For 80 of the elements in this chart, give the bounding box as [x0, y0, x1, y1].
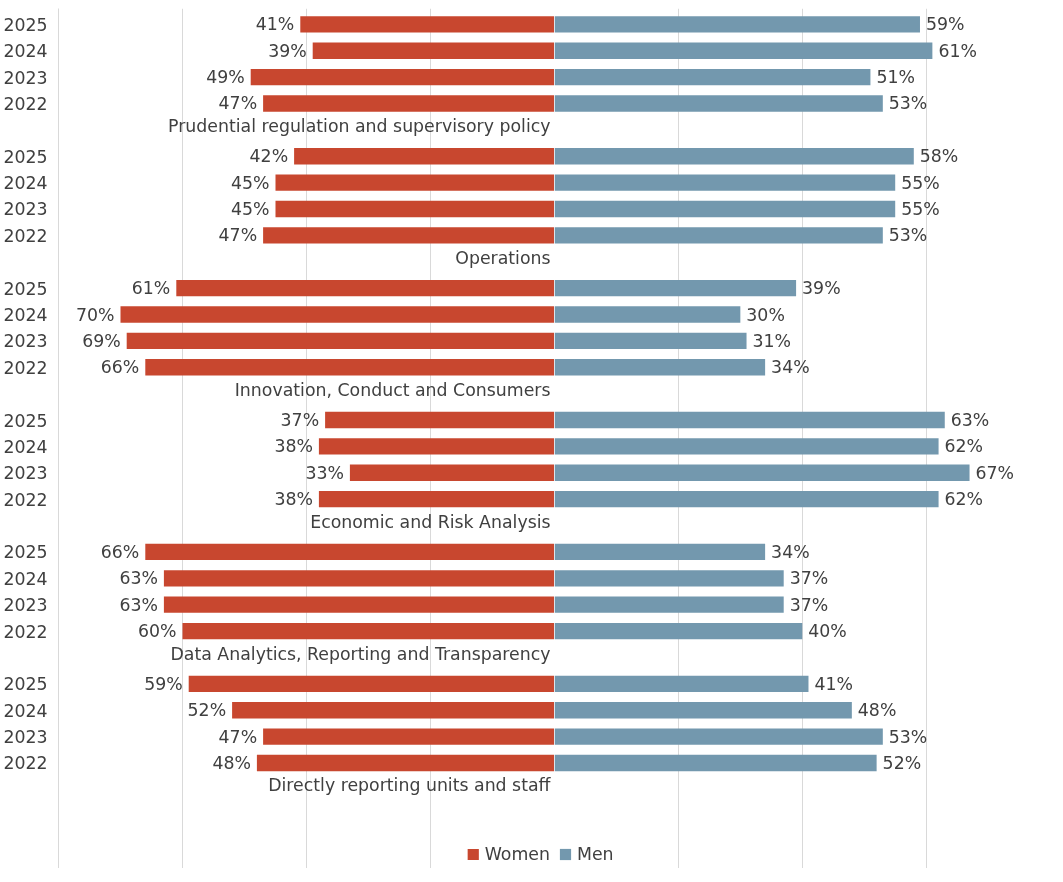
data-label: 40% — [808, 621, 847, 642]
data-label: 59% — [925, 14, 965, 35]
data-label: 66% — [100, 357, 140, 378]
data-label: 53% — [888, 225, 928, 246]
y-tick-label: 2023 — [3, 727, 48, 748]
data-label: 62% — [944, 436, 984, 457]
data-label: 51% — [876, 67, 915, 88]
data-label: 63% — [950, 410, 990, 431]
data-label: 42% — [249, 146, 289, 167]
y-tick-label: 2023 — [3, 331, 48, 352]
annotation: Economic and Risk Analysis — [310, 511, 551, 532]
data-label: 55% — [901, 198, 940, 219]
y-tick-label: 2024 — [3, 173, 48, 194]
data-label: 37% — [789, 594, 829, 615]
y-tick-label: 2024 — [3, 436, 48, 457]
data-label: 69% — [82, 330, 121, 351]
data-label: 47% — [218, 93, 258, 114]
data-label: 48% — [212, 752, 251, 773]
data-label: 67% — [975, 462, 1015, 483]
y-tick-label: 2022 — [3, 357, 48, 378]
data-label: 62% — [944, 489, 984, 510]
annotation: Prudential regulation and supervisory policy — [168, 115, 551, 136]
data-label: 34% — [771, 541, 810, 562]
annotation: Innovation, Conduct and Consumers — [234, 379, 551, 400]
data-label: 38% — [274, 489, 313, 510]
data-label: 33% — [305, 462, 344, 483]
y-tick-label: 2023 — [3, 67, 48, 88]
y-tick-label: 2022 — [3, 93, 48, 114]
legend-label: Women — [484, 844, 550, 864]
y-tick-label: 2022 — [3, 489, 48, 510]
data-label: 48% — [857, 700, 897, 721]
y-tick-label: 2025 — [3, 278, 48, 299]
legend-label: Men — [577, 844, 614, 864]
y-tick-label: 2024 — [3, 700, 48, 721]
data-label: 60% — [137, 621, 177, 642]
y-tick-label: 2024 — [3, 305, 48, 326]
data-label: 61% — [131, 278, 171, 299]
data-label: 37% — [280, 410, 320, 431]
y-tick-label: 2025 — [3, 674, 48, 695]
y-tick-label: 2022 — [3, 621, 48, 642]
data-label: 47% — [218, 726, 258, 747]
data-label: 41% — [814, 673, 853, 694]
data-label: 39% — [802, 278, 841, 299]
annotation: Data Analytics, Reporting and Transparency — [170, 643, 551, 664]
data-label: 58% — [919, 146, 959, 167]
y-tick-label: 2023 — [3, 595, 48, 616]
data-label: 55% — [901, 172, 940, 193]
data-label: 52% — [187, 700, 227, 721]
y-tick-label: 2023 — [3, 463, 48, 484]
data-label: 39% — [268, 40, 307, 61]
y-tick-label: 2024 — [3, 568, 48, 589]
y-tick-label: 2025 — [3, 146, 48, 167]
data-label: 45% — [230, 198, 270, 219]
data-label: 63% — [119, 594, 158, 615]
data-label: 30% — [746, 304, 785, 325]
y-tick-label: 2025 — [3, 14, 48, 35]
data-label: 41% — [255, 14, 295, 35]
data-label: 70% — [75, 304, 115, 325]
data-label: 53% — [888, 93, 928, 114]
data-label: 53% — [888, 726, 928, 747]
y-tick-label: 2024 — [3, 41, 48, 62]
annotation: Operations — [455, 247, 551, 268]
y-tick-label: 2022 — [3, 753, 48, 774]
data-label: 37% — [789, 568, 829, 589]
y-tick-label: 2025 — [3, 542, 48, 563]
data-label: 38% — [274, 436, 313, 457]
data-label: 63% — [119, 568, 158, 589]
data-label: 66% — [100, 541, 140, 562]
data-label: 47% — [218, 225, 258, 246]
data-label: 49% — [206, 67, 245, 88]
annotation: Directly reporting units and staff — [268, 775, 552, 796]
y-tick-label: 2023 — [3, 199, 48, 220]
data-label: 45% — [230, 172, 270, 193]
data-label: 59% — [144, 673, 183, 694]
data-label: 34% — [771, 357, 810, 378]
data-label: 31% — [752, 330, 792, 351]
y-tick-label: 2025 — [3, 410, 48, 431]
data-label: 52% — [882, 752, 922, 773]
data-label: 61% — [938, 40, 977, 61]
y-tick-label: 2022 — [3, 225, 48, 246]
